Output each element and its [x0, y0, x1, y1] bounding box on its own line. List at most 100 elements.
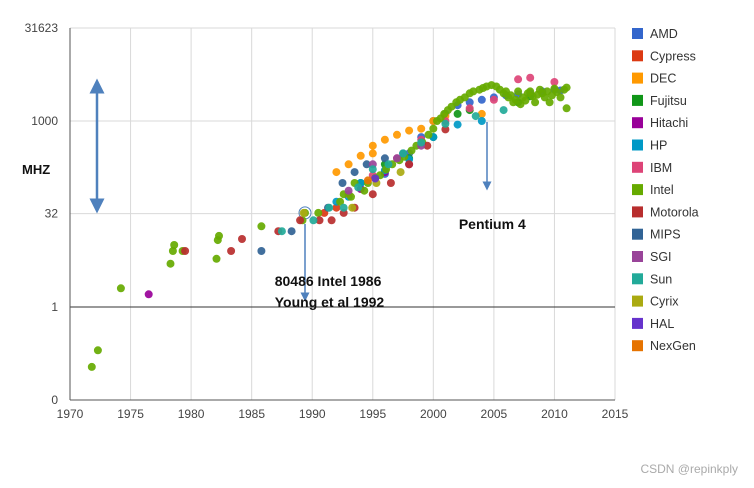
- annotation-arrows: [89, 78, 492, 302]
- y-tick-label: 1000: [31, 114, 58, 128]
- data-point: [315, 216, 324, 225]
- data-point: [227, 247, 236, 255]
- data-point: [332, 203, 341, 212]
- data-point: [368, 165, 377, 174]
- legend-swatch: [632, 50, 643, 62]
- series-sun: [277, 106, 508, 236]
- legend-swatch: [632, 72, 643, 84]
- x-tick-label: 1995: [359, 407, 386, 421]
- data-point: [380, 154, 389, 163]
- y-tick-label: 32: [45, 207, 59, 221]
- data-point: [299, 208, 308, 217]
- data-point: [368, 141, 377, 150]
- x-tick-label: 2005: [481, 407, 508, 421]
- legend-label: Hitachi: [650, 116, 688, 130]
- data-point: [396, 168, 405, 177]
- data-point: [477, 95, 486, 104]
- x-tick-label: 1970: [57, 407, 84, 421]
- legend-swatch: [632, 228, 643, 240]
- data-point: [356, 151, 365, 160]
- data-point: [465, 98, 474, 107]
- data-point: [277, 227, 286, 236]
- data-point: [417, 138, 426, 147]
- data-point: [257, 222, 266, 231]
- y-axis-label: MHZ: [22, 162, 50, 177]
- data-point: [87, 362, 96, 371]
- data-point: [339, 203, 348, 212]
- data-point: [531, 98, 540, 107]
- data-point: [368, 149, 377, 158]
- legend-label: IBM: [650, 161, 672, 175]
- legend-label: Intel: [650, 183, 674, 197]
- data-point: [407, 146, 416, 155]
- x-tick-label: 2000: [420, 407, 447, 421]
- data-point: [489, 95, 498, 104]
- data-point: [166, 259, 175, 268]
- data-point: [144, 290, 153, 299]
- data-point: [399, 149, 408, 158]
- data-point: [371, 174, 380, 183]
- x-tick-label: 2015: [602, 407, 629, 421]
- y-tick-label: 1: [51, 300, 58, 314]
- data-point: [469, 87, 478, 96]
- data-point: [380, 135, 389, 144]
- data-point: [499, 106, 508, 115]
- legend-swatch: [632, 295, 643, 307]
- data-points: [87, 73, 571, 371]
- data-point: [441, 119, 450, 128]
- legend-swatch: [632, 206, 643, 218]
- legend-swatch: [632, 340, 643, 352]
- data-point: [465, 104, 474, 113]
- data-point: [344, 186, 353, 195]
- data-point: [238, 235, 246, 243]
- data-point: [336, 197, 345, 206]
- data-point: [556, 93, 565, 102]
- annotation-text: Pentium 4: [459, 216, 526, 232]
- data-point: [170, 241, 179, 249]
- data-point: [350, 168, 359, 177]
- legend-label: MIPS: [650, 228, 681, 242]
- legend-swatch: [632, 117, 643, 129]
- x-tick-label: 1980: [178, 407, 205, 421]
- data-point: [477, 117, 486, 125]
- x-tick-label: 1975: [117, 407, 144, 421]
- legend-swatch: [632, 184, 643, 196]
- data-point: [393, 130, 401, 139]
- y-tick-label: 0: [51, 393, 58, 407]
- x-tick-label: 1985: [238, 407, 265, 421]
- data-point: [116, 284, 125, 293]
- watermark: CSDN @repinkply: [640, 462, 738, 476]
- data-point: [168, 247, 177, 255]
- data-point: [287, 227, 296, 236]
- data-point: [521, 96, 530, 105]
- data-point: [347, 192, 355, 201]
- data-point: [405, 160, 414, 169]
- data-point: [562, 83, 571, 92]
- data-point: [540, 93, 549, 102]
- data-point: [212, 254, 221, 263]
- legend-label: HAL: [650, 317, 674, 331]
- legend-label: DEC: [650, 72, 676, 86]
- data-point: [338, 179, 347, 187]
- legend-swatch: [632, 251, 643, 262]
- data-point: [93, 346, 102, 355]
- legend-label: HP: [650, 139, 667, 153]
- data-point: [514, 75, 523, 84]
- data-point: [393, 154, 401, 163]
- axes: 1970 1975 1980 1985 1990 1995 2000 2005 2010 2015…: [25, 21, 629, 421]
- legend-label: Motorola: [650, 205, 699, 219]
- data-point: [453, 109, 462, 118]
- data-point: [386, 179, 395, 187]
- x-tick-label: 1990: [299, 407, 326, 421]
- grid-lines: [70, 27, 616, 400]
- data-point: [368, 190, 377, 199]
- data-point: [362, 160, 371, 169]
- data-point: [453, 120, 462, 129]
- data-point: [405, 126, 414, 135]
- legend-label: Cypress: [650, 49, 696, 63]
- data-point: [354, 183, 363, 192]
- legend-label: AMD: [650, 27, 678, 41]
- data-point: [471, 112, 480, 121]
- data-point: [332, 168, 341, 177]
